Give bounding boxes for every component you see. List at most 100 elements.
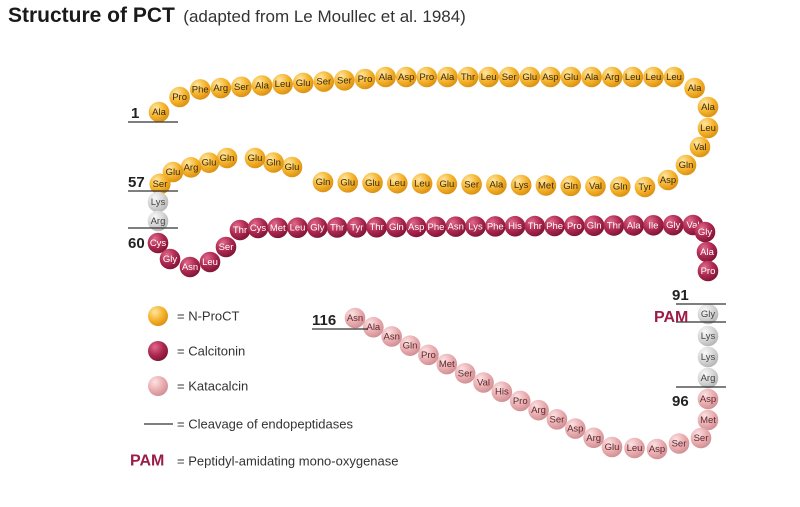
residue-calcitonin-14: Gln [386,216,407,238]
residue-bead [697,260,719,282]
residue-label: Asp [649,444,665,455]
residue-katacalcin-15: Ser [454,362,476,384]
residue-processing-2-3: Lys [697,346,719,368]
residue-label: Val [589,181,602,192]
residue-bead [313,71,335,92]
residue-nproct-row2-6: Lys [510,174,532,196]
residue-nproct-row1-8: Glu [292,72,314,94]
legend-cleavage-label: = Cleavage of endopeptidases [177,417,353,432]
residue-label: Pro [567,221,582,232]
residue-label: Arg [605,72,620,83]
residue-label: Asn [384,331,400,342]
residue-label: Leu [627,443,643,454]
residue-bead [564,418,586,439]
residue-nproct-right-down-1: Ala [697,96,719,118]
residue-nproct-row2-19: Glu [198,152,220,173]
residue-label: Val [693,142,706,153]
residue-bead [375,66,396,88]
residue-bead [148,101,170,123]
residue-katacalcin-20: Ala [363,316,384,338]
legend-nproct-swatch [148,306,168,326]
residue-bead [149,173,171,195]
residue-bead [510,174,532,196]
residue-label: Met [700,415,716,426]
residue-bead [697,303,719,325]
residue-bead [454,362,476,384]
residue-label: Ala [366,322,380,333]
residue-label: Asp [408,222,424,233]
residue-nproct-row1-11: Pro [354,68,376,90]
residue-bead [657,169,679,191]
position-1: 1 [131,105,139,122]
residue-nproct-row1-20: Asp [540,66,561,88]
residue-calcitonin-8: Met [267,217,289,239]
residue-bead [416,66,438,88]
residue-label: Phe [428,222,445,233]
residue-label: Arg [151,216,166,227]
residue-label: Glu [365,178,380,189]
residue-nproct-row1-14: Pro [416,66,438,88]
residue-label: Ser [337,75,352,86]
residue-label: Ala [627,220,641,231]
position-116: 116 [312,312,336,329]
residue-nproct-row1-7: Leu [272,73,293,95]
residue-bead [386,216,407,238]
residue-label: Pro [701,266,716,277]
residue-katacalcin-12: Pro [509,390,531,412]
residue-bead [147,191,169,213]
residue-bead [519,66,541,88]
residue-label: Cys [150,238,167,249]
residue-nproct-row2-20: Arg [180,157,202,178]
residue-label: Thr [528,221,542,232]
residue-bead [198,152,220,173]
residue-nproct-row1-17: Leu [478,66,499,88]
residue-label: Phe [192,84,209,95]
residue-nproct-row2-18: Gln [216,147,238,169]
residue-katacalcin-16: Met [436,353,458,375]
residue-label: Asn [448,222,464,233]
residue-label: Ala [441,72,455,83]
residue-bead [585,175,606,197]
position-91: 91 [672,287,689,304]
residue-bead [387,172,408,194]
residue-bead [601,436,623,458]
residue-nproct-row1-18: Ser [498,66,520,88]
residue-bead [179,256,201,278]
residue-bead [334,70,355,91]
residue-bead [461,174,482,195]
residue-bead [696,241,718,263]
residue-calcitonin-17: Asn [445,216,467,237]
residue-nproct-row1-26: Leu [663,66,685,88]
residue-bead [354,68,376,90]
residue-bead [169,86,190,108]
residue-label: Tyr [638,182,651,193]
residue-bead [560,66,582,88]
residue-label: Thr [370,222,384,233]
residue-bead [697,388,719,410]
residue-nproct-row1-1: Ala [148,101,170,123]
residue-label: Leu [700,123,716,134]
residue-label: Ile [648,220,658,231]
residue-label: Glu [202,158,217,169]
residue-bead [344,307,366,329]
residue-katacalcin-11: Arg [528,399,549,421]
residue-label: Leu [290,223,306,234]
residue-processing-2-1: Gly [697,303,719,325]
residue-bead [199,251,221,273]
residue-bead [697,367,719,389]
residue-bead [581,66,602,88]
residue-bead [437,66,458,88]
residue-bead [445,216,467,237]
residue-label: Arg [531,405,546,416]
residue-calcitonin-2: Gly [159,248,181,270]
residue-bead [697,346,719,368]
residue-calcitonin-7: Cys [247,217,269,239]
residue-bead [281,156,303,178]
residue-bead [159,248,181,270]
residue-label: Lys [468,222,483,233]
residue-label: Gly [666,220,681,231]
residue-calcitonin-1: Cys [147,232,169,254]
residue-label: Phe [546,221,563,232]
residue-label: Phe [487,221,504,232]
residue-label: Arg [184,162,199,173]
